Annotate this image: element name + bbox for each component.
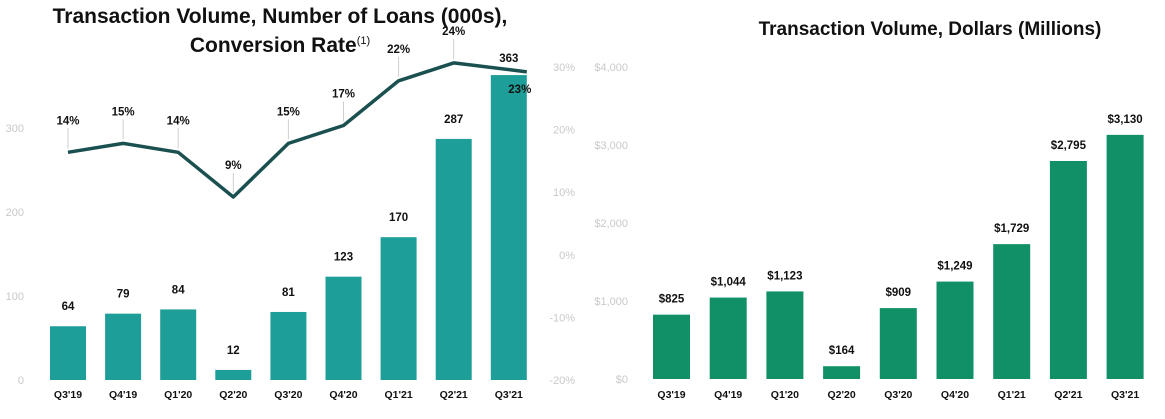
loan-volume-bar bbox=[435, 138, 472, 380]
right-chart-y-tick-label: $1,000 bbox=[594, 296, 628, 308]
x-category-label: Q4'20 bbox=[329, 389, 357, 401]
x-category-label: Q1'21 bbox=[998, 389, 1026, 401]
left-chart-title-line1: Transaction Volume, Number of Loans (000… bbox=[52, 5, 508, 28]
right-chart-title: Transaction Volume, Dollars (Millions) bbox=[758, 19, 1102, 40]
right-y-tick-label: 20% bbox=[553, 125, 575, 137]
bar-value-label: $1,729 bbox=[994, 223, 1029, 235]
right-y-tick-label: 10% bbox=[553, 187, 575, 199]
bar-value-label: 170 bbox=[389, 212, 408, 224]
bar-value-label: 64 bbox=[62, 301, 75, 313]
x-category-label: Q3'20 bbox=[274, 389, 302, 401]
x-category-label: Q4'20 bbox=[941, 389, 969, 401]
conversion-rate-label: 9% bbox=[225, 160, 242, 172]
left-y-tick-label: 300 bbox=[6, 123, 24, 135]
right-chart-y-tick-label: $3,000 bbox=[594, 140, 628, 152]
bar-value-label: 81 bbox=[282, 287, 295, 299]
dollar-volume-bar bbox=[766, 291, 804, 379]
x-category-label: Q3'21 bbox=[1111, 389, 1139, 401]
bar-value-label: 287 bbox=[444, 114, 463, 126]
conversion-rate-label: 23% bbox=[508, 84, 531, 96]
x-category-label: Q3'20 bbox=[884, 389, 912, 401]
dollar-volume-bar bbox=[709, 297, 747, 379]
bar-value-label: $164 bbox=[829, 345, 855, 357]
x-category-label: Q4'19 bbox=[714, 389, 742, 401]
loan-volume-bar bbox=[270, 311, 307, 380]
right-chart-y-tick-label: $0 bbox=[616, 374, 628, 386]
loan-volume-bar bbox=[105, 313, 142, 380]
bar-value-label: 84 bbox=[172, 284, 185, 296]
dollar-volume-bar bbox=[1106, 134, 1144, 379]
bar-value-label: $3,130 bbox=[1108, 114, 1143, 126]
conversion-rate-label: 14% bbox=[56, 115, 79, 127]
x-category-label: Q3'19 bbox=[54, 389, 82, 401]
bar-value-label: $1,249 bbox=[937, 261, 972, 273]
dollar-volume-bar bbox=[653, 314, 690, 379]
bar-value-label: 79 bbox=[117, 289, 130, 301]
footnote-marker: (1) bbox=[356, 35, 371, 47]
x-category-label: Q1'20 bbox=[771, 389, 799, 401]
conversion-rate-label: 22% bbox=[387, 44, 410, 56]
right-y-tick-label: 30% bbox=[553, 62, 575, 74]
bar-value-label: $2,795 bbox=[1051, 140, 1087, 152]
dollar-volume-bar bbox=[823, 366, 861, 379]
bar-value-label: 123 bbox=[334, 252, 353, 264]
left-y-tick-label: 200 bbox=[6, 207, 24, 219]
right-y-tick-label: 0% bbox=[559, 250, 575, 262]
bar-value-label: 363 bbox=[499, 53, 518, 65]
x-category-label: Q3'21 bbox=[495, 389, 523, 401]
x-category-label: Q2'21 bbox=[1054, 389, 1082, 401]
x-category-label: Q1'20 bbox=[164, 389, 192, 401]
conversion-rate-label: 24% bbox=[442, 26, 465, 38]
loan-volume-bar bbox=[215, 369, 252, 380]
conversion-rate-label: 17% bbox=[332, 88, 355, 100]
dollar-volume-bar bbox=[936, 281, 974, 379]
loan-volume-bar bbox=[380, 237, 417, 380]
bar-value-label: 12 bbox=[227, 345, 240, 357]
bar-value-label: $909 bbox=[886, 287, 912, 299]
x-category-label: Q3'19 bbox=[657, 389, 685, 401]
bar-value-label: $1,123 bbox=[767, 270, 802, 282]
bar-value-label: $1,044 bbox=[711, 277, 747, 289]
x-category-label: Q1'21 bbox=[385, 389, 413, 401]
conversion-rate-label: 15% bbox=[112, 106, 135, 118]
left-y-tick-label: 100 bbox=[6, 291, 24, 303]
x-category-label: Q2'21 bbox=[440, 389, 468, 401]
loan-volume-bar bbox=[325, 276, 362, 380]
loan-volume-bar bbox=[490, 75, 527, 380]
loan-volume-bar bbox=[160, 309, 197, 380]
left-y-tick-label: 0 bbox=[18, 375, 24, 387]
left-chart-title: Transaction Volume, Number of Loans (000… bbox=[20, 4, 540, 58]
x-category-label: Q2'20 bbox=[828, 389, 856, 401]
conversion-rate-label: 15% bbox=[277, 106, 300, 118]
conversion-rate-label: 14% bbox=[167, 115, 190, 127]
right-chart-y-tick-label: $4,000 bbox=[594, 62, 628, 74]
right-y-tick-label: -10% bbox=[549, 312, 575, 324]
left-chart-title-line2: Conversion Rate bbox=[189, 34, 357, 57]
loan-volume-bar bbox=[50, 326, 86, 380]
dollar-volume-bar bbox=[1049, 160, 1087, 379]
x-category-label: Q2'20 bbox=[219, 389, 247, 401]
right-chart-y-tick-label: $2,000 bbox=[594, 218, 628, 230]
bar-value-label: $825 bbox=[659, 294, 685, 306]
conversion-rate-line bbox=[67, 61, 528, 199]
dollar-volume-bar bbox=[993, 244, 1031, 379]
x-category-label: Q4'19 bbox=[109, 389, 137, 401]
dollar-volume-bar bbox=[879, 308, 917, 379]
right-y-tick-label: -20% bbox=[549, 375, 575, 387]
